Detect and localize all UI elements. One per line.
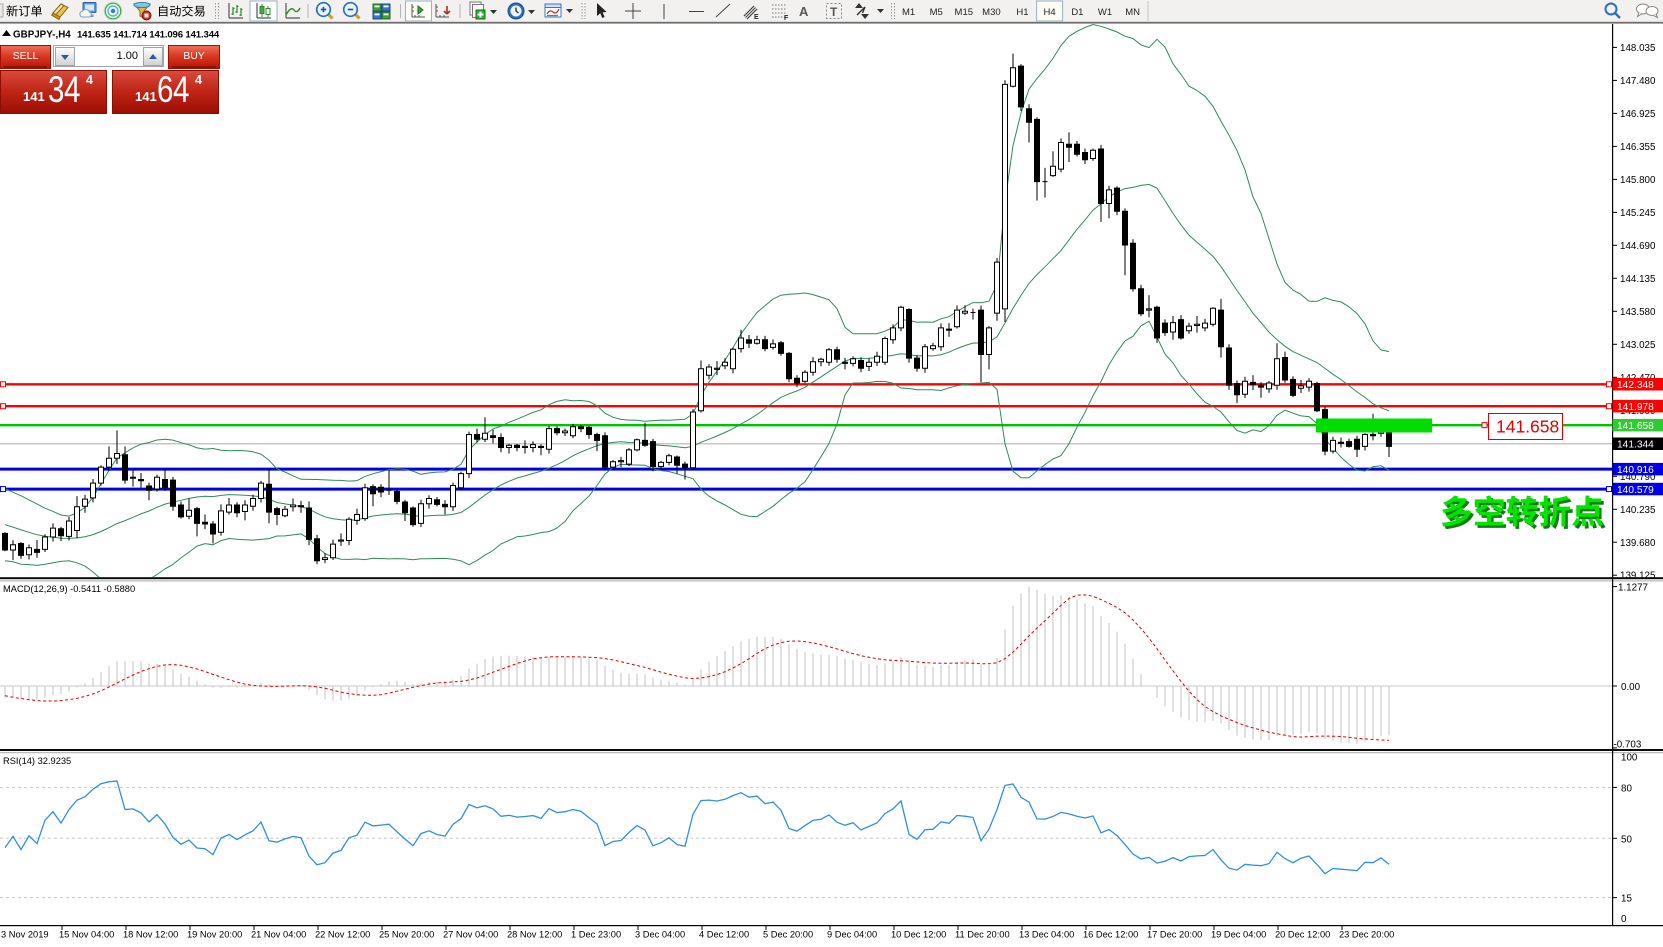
svg-text:17 Dec 20:00: 17 Dec 20:00	[1147, 930, 1202, 940]
svg-text:50: 50	[1621, 834, 1632, 845]
svg-text:28 Nov 12:00: 28 Nov 12:00	[507, 930, 562, 940]
svg-text:D1: D1	[1071, 7, 1083, 18]
svg-text:M1: M1	[902, 7, 915, 18]
svg-text:F: F	[784, 15, 789, 22]
svg-text:140.579: 140.579	[1617, 485, 1654, 496]
svg-text:140.235: 140.235	[1620, 505, 1656, 516]
svg-text:RSI(14) 32.9235: RSI(14) 32.9235	[3, 756, 71, 766]
svg-text:GBPJPY-,H4: GBPJPY-,H4	[13, 30, 71, 41]
svg-text:20 Dec 12:00: 20 Dec 12:00	[1275, 930, 1330, 940]
svg-text:M30: M30	[982, 7, 1000, 18]
svg-text:144.135: 144.135	[1620, 274, 1656, 285]
svg-text:139.125: 139.125	[1620, 571, 1656, 582]
svg-text:80: 80	[1621, 783, 1632, 794]
svg-text:4 Dec 12:00: 4 Dec 12:00	[699, 930, 749, 940]
svg-text:M5: M5	[930, 7, 943, 18]
svg-text:142.348: 142.348	[1617, 380, 1654, 391]
svg-text:141.978: 141.978	[1617, 402, 1654, 413]
svg-text:19 Dec 04:00: 19 Dec 04:00	[1211, 930, 1266, 940]
svg-text:1.1277: 1.1277	[1618, 583, 1648, 594]
svg-text:148.035: 148.035	[1620, 43, 1656, 54]
svg-text:23 Dec 20:00: 23 Dec 20:00	[1339, 930, 1394, 940]
svg-text:140.790: 140.790	[1620, 472, 1656, 483]
svg-text:H4: H4	[1044, 7, 1056, 18]
svg-text:25 Nov 20:00: 25 Nov 20:00	[379, 930, 434, 940]
svg-text:0: 0	[1621, 914, 1627, 925]
svg-text:143.025: 143.025	[1620, 340, 1656, 351]
svg-text:9 Dec 04:00: 9 Dec 04:00	[827, 930, 877, 940]
svg-text:H1: H1	[1016, 7, 1028, 18]
svg-text:10 Dec 12:00: 10 Dec 12:00	[891, 930, 946, 940]
svg-text:MN: MN	[1125, 7, 1140, 18]
svg-text:140.916: 140.916	[1617, 465, 1654, 476]
svg-text:A: A	[799, 4, 809, 19]
svg-text:19 Nov 20:00: 19 Nov 20:00	[187, 930, 242, 940]
svg-text:141.344: 141.344	[1617, 440, 1654, 451]
svg-text:18 Nov 12:00: 18 Nov 12:00	[123, 930, 178, 940]
svg-text:MACD(12,26,9) -0.5411 -0.5880: MACD(12,26,9) -0.5411 -0.5880	[3, 584, 135, 594]
svg-text:145.800: 145.800	[1620, 175, 1656, 186]
svg-text:16 Dec 12:00: 16 Dec 12:00	[1083, 930, 1138, 940]
svg-text:0.00: 0.00	[1621, 682, 1641, 693]
svg-text:141.658: 141.658	[1617, 421, 1654, 432]
svg-text:-0.703: -0.703	[1614, 740, 1642, 751]
svg-text:15 Nov 04:00: 15 Nov 04:00	[59, 930, 114, 940]
svg-text:141.635 141.714 141.096 141.34: 141.635 141.714 141.096 141.344	[77, 30, 220, 41]
svg-text:147.480: 147.480	[1620, 76, 1656, 87]
svg-text:141.658: 141.658	[1496, 417, 1559, 437]
svg-text:M15: M15	[955, 7, 973, 18]
svg-text:1 Dec 23:00: 1 Dec 23:00	[571, 930, 621, 940]
svg-text:144.690: 144.690	[1620, 241, 1656, 252]
svg-text:3 Nov 2019: 3 Nov 2019	[1, 930, 49, 940]
svg-text:146.355: 146.355	[1620, 142, 1656, 153]
svg-text:146.925: 146.925	[1620, 109, 1656, 120]
svg-text:27 Nov 04:00: 27 Nov 04:00	[443, 930, 498, 940]
svg-text:145.245: 145.245	[1620, 208, 1656, 219]
svg-text:W1: W1	[1098, 7, 1112, 18]
svg-text:E: E	[754, 14, 759, 21]
svg-text:21 Nov 04:00: 21 Nov 04:00	[251, 930, 306, 940]
svg-text:139.680: 139.680	[1620, 538, 1656, 549]
svg-text:15: 15	[1621, 894, 1632, 905]
svg-text:5 Dec 20:00: 5 Dec 20:00	[763, 930, 813, 940]
svg-text:11 Dec 20:00: 11 Dec 20:00	[955, 930, 1010, 940]
svg-text:100: 100	[1621, 753, 1638, 764]
svg-text:T: T	[830, 5, 838, 19]
svg-text:13 Dec 04:00: 13 Dec 04:00	[1019, 930, 1074, 940]
svg-text:143.580: 143.580	[1620, 307, 1656, 318]
svg-text:22 Nov 12:00: 22 Nov 12:00	[315, 930, 370, 940]
svg-text:3 Dec 04:00: 3 Dec 04:00	[635, 930, 685, 940]
